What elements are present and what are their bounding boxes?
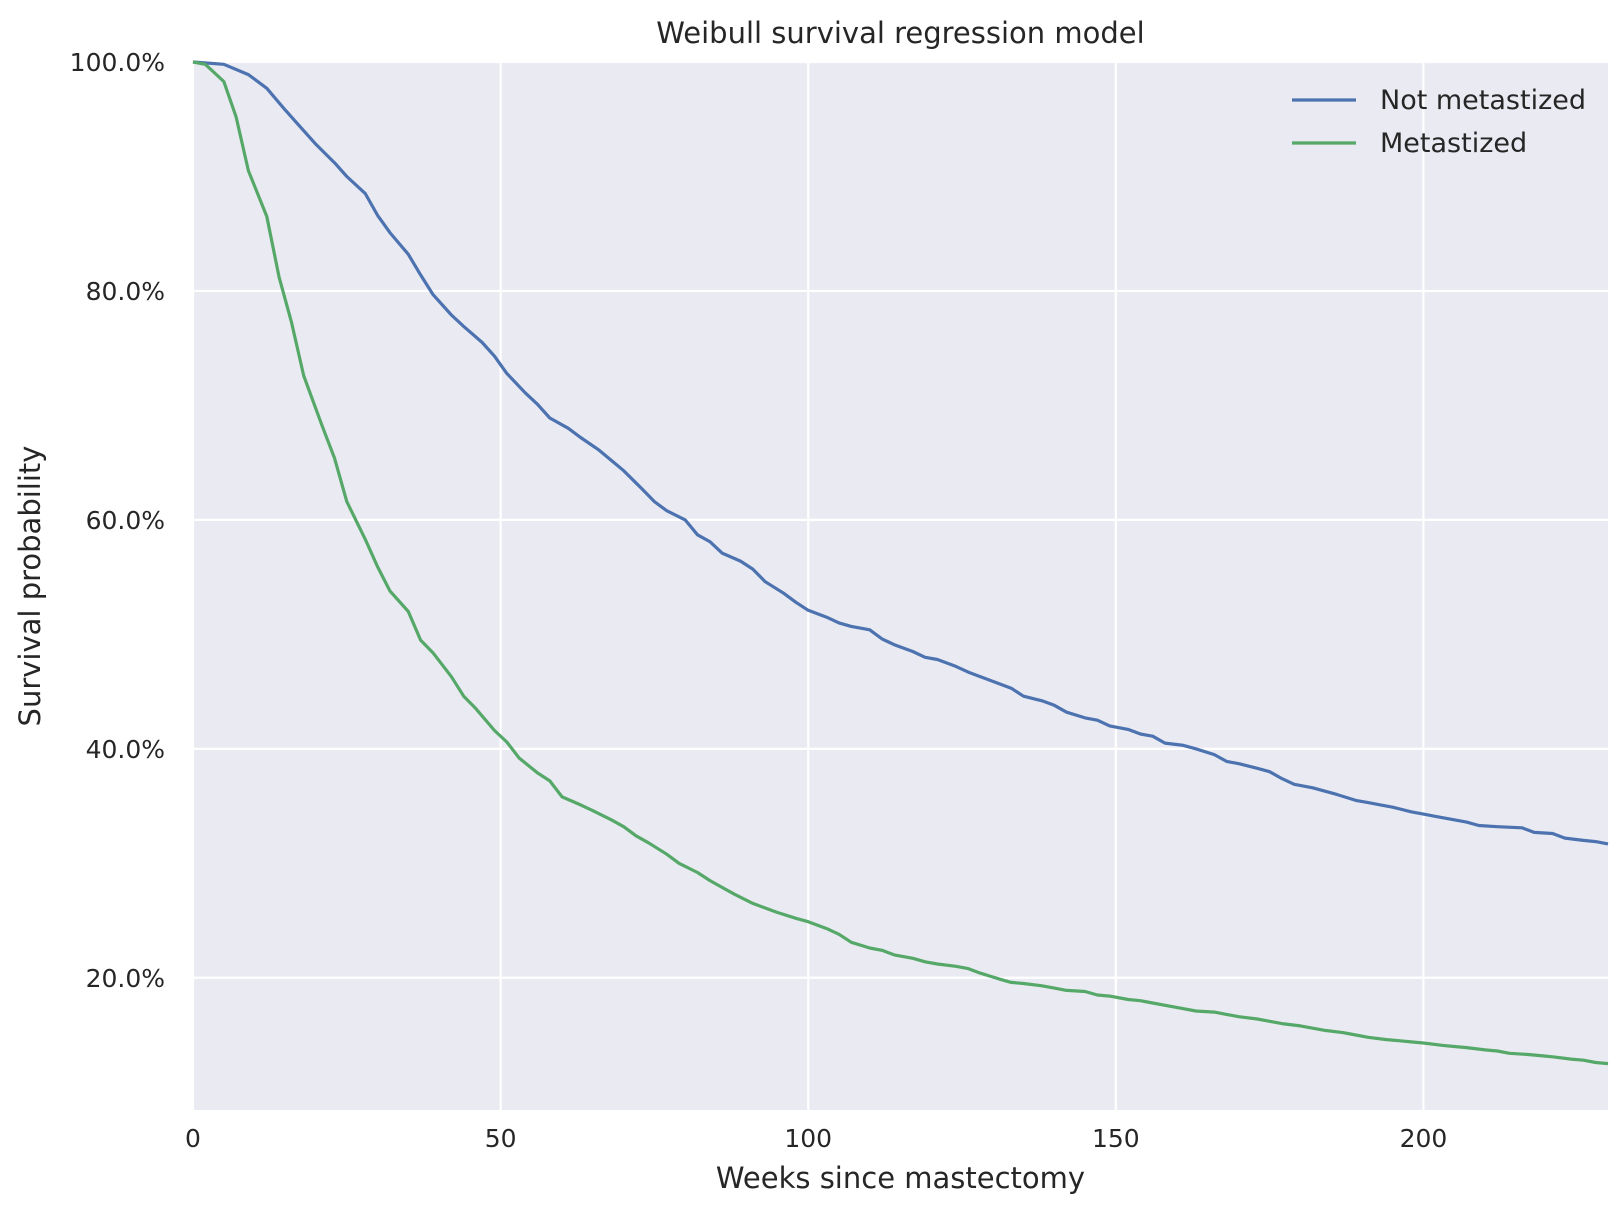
series-lines [192,60,1609,1066]
plot-area [193,62,1608,1110]
tick-labels: 0 50 100 150 200 20.0% 40.0% 60.0% 80.0% 100.0% [70,48,1448,1153]
x-axis-label: Weeks since mastectomy [716,1161,1085,1195]
x-tick-label: 50 [485,1124,517,1153]
x-tick-label: 100 [784,1124,832,1153]
y-tick-label: 20.0% [86,964,165,993]
gridlines [191,60,1608,1110]
x-tick-label: 150 [1092,1124,1140,1153]
series-line-metastized [192,60,1609,1066]
y-tick-label: 100.0% [70,48,165,77]
x-tick-label: 200 [1400,1124,1448,1153]
legend: Not metastized Metastized [1292,85,1586,159]
legend-label-metastized: Metastized [1380,128,1527,159]
x-tick-label: 0 [185,1124,201,1153]
legend-label-not-metastized: Not metastized [1380,85,1586,116]
y-axis-label: Survival probability [13,446,47,727]
series-line-not-metastized [192,60,1609,846]
y-tick-label: 60.0% [86,506,165,535]
chart-title: Weibull survival regression model [656,16,1144,50]
y-tick-label: 40.0% [86,735,165,764]
y-tick-label: 80.0% [86,277,165,306]
